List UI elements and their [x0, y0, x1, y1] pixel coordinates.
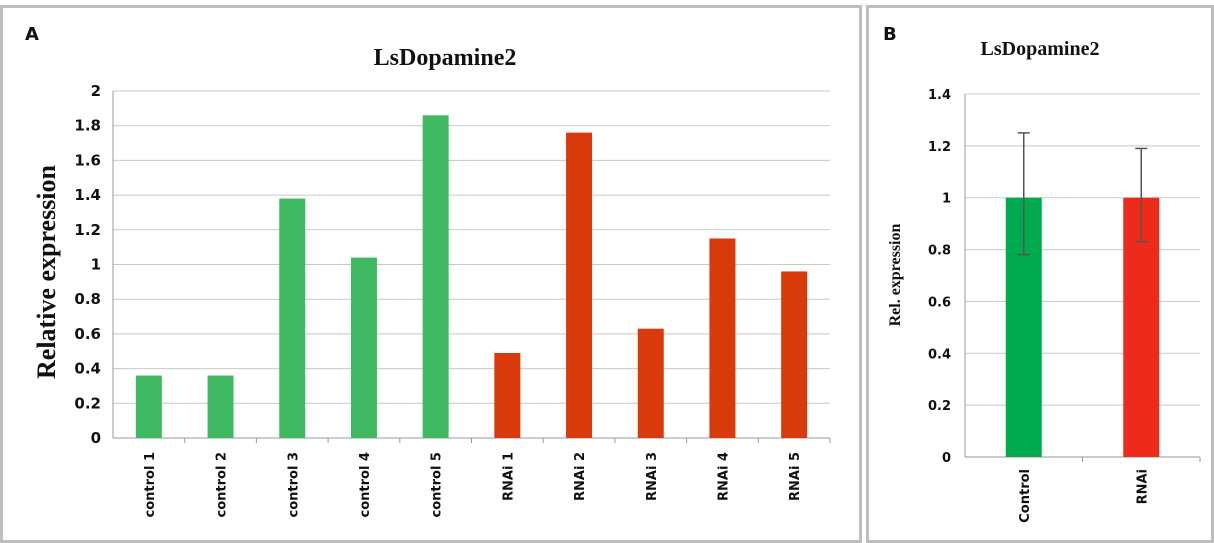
x-tick-label: RNAi 4	[716, 452, 731, 501]
y-tick-label: 1	[91, 256, 101, 274]
panel-label-a: A	[25, 24, 39, 45]
x-tick-label: RNAi 3	[645, 452, 660, 501]
y-tick-label: 0.2	[928, 399, 951, 414]
y-tick-label: 2	[91, 82, 101, 100]
y-axis-label: Relative expression	[32, 164, 61, 379]
x-tick-label: RNAi 5	[788, 452, 803, 501]
bar	[709, 238, 736, 438]
panel-label-b: B	[883, 24, 897, 45]
x-tick-label: control 2	[215, 452, 230, 517]
bar	[566, 132, 593, 438]
y-tick-label: 1.4	[74, 186, 101, 204]
x-tick-label: RNAi 1	[501, 452, 516, 501]
y-tick-label: 1	[942, 192, 951, 207]
y-tick-label: 0.4	[928, 347, 951, 362]
x-tick-label: control 1	[143, 452, 158, 517]
y-tick-label: 0.6	[74, 325, 101, 343]
x-tick-label: RNAi 2	[573, 452, 588, 501]
y-tick-label: 0.4	[74, 360, 101, 378]
bar	[135, 375, 162, 438]
y-tick-label: 1.2	[74, 221, 101, 239]
bar	[350, 257, 377, 438]
bar	[279, 198, 306, 438]
x-tick-label: Control	[1018, 469, 1033, 523]
y-tick-label: 1.8	[74, 117, 101, 135]
y-tick-label: 0	[942, 451, 951, 466]
y-tick-label: 1.6	[74, 151, 101, 169]
x-tick-label: RNAi	[1135, 469, 1150, 504]
x-tick-label: control 3	[286, 452, 301, 517]
y-tick-label: 0.6	[928, 295, 951, 310]
bar	[494, 352, 521, 438]
y-tick-label: 1.4	[928, 88, 951, 103]
y-tick-label: 0	[91, 429, 101, 447]
bar	[637, 328, 664, 438]
y-tick-label: 1.2	[928, 140, 951, 155]
bar	[781, 271, 808, 438]
chart-title: LsDopamine2	[981, 38, 1100, 60]
bar	[207, 375, 234, 438]
y-tick-label: 0.2	[74, 394, 101, 412]
x-tick-label: control 5	[430, 452, 445, 517]
y-axis-label: Rel. expression	[887, 223, 904, 326]
x-tick-label: control 4	[358, 452, 373, 517]
y-tick-label: 0.8	[928, 244, 951, 259]
chart-title: LsDopamine2	[374, 45, 517, 71]
bar	[422, 115, 449, 438]
y-tick-label: 0.8	[74, 290, 101, 308]
